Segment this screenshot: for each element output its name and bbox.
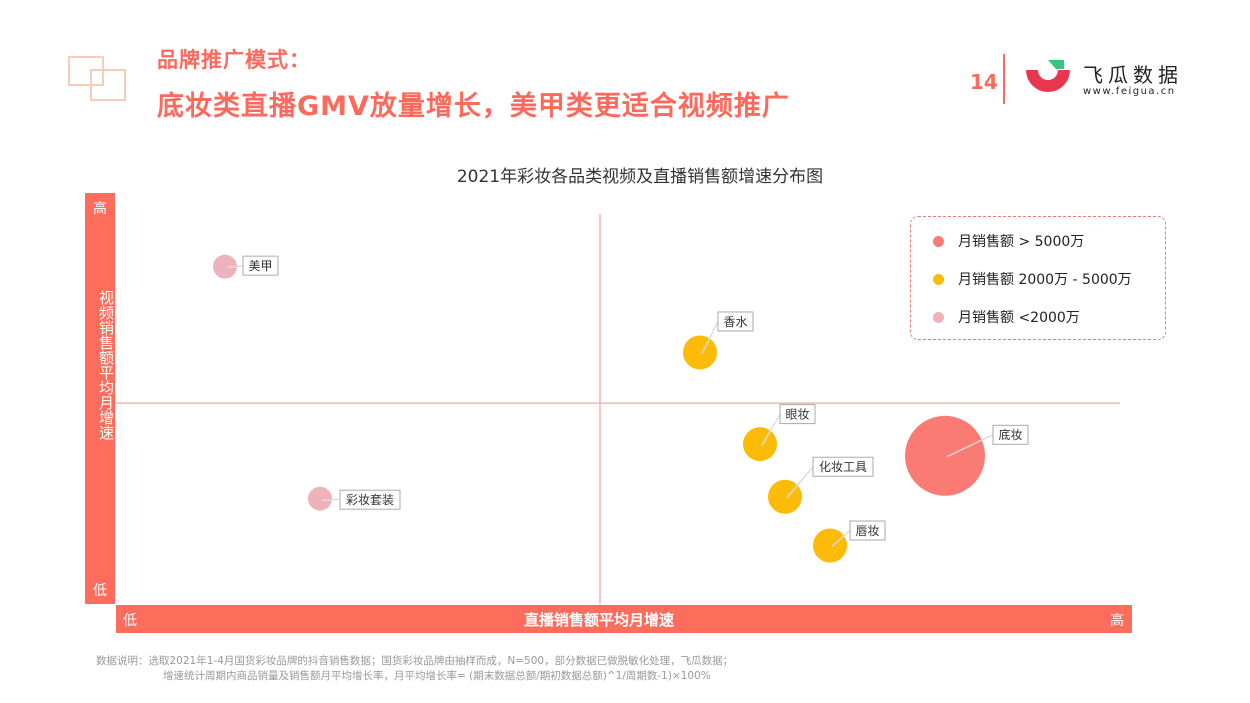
data-label-box [779, 404, 816, 425]
x-axis-title: 直播销售额平均月增速 [523, 611, 674, 629]
data-point-bubble [743, 427, 777, 462]
data-label-box [242, 255, 279, 276]
data-point-bubble [308, 486, 332, 511]
y-axis-low-label: 低 [93, 583, 107, 599]
legend-item-large: 月销售额 > 5000万 [933, 231, 1084, 251]
data-point-label: 唇妆 [855, 524, 879, 538]
data-label-box [992, 424, 1029, 445]
legend-swatch-small [933, 311, 944, 323]
legend-label-small: 月销售额 <2000万 [958, 310, 1080, 326]
data-point-label: 彩妆套装 [346, 493, 394, 507]
y-axis-bar [85, 193, 115, 604]
data-label-leader-shadow [226, 265, 244, 268]
x-axis-bar [116, 605, 1132, 633]
x-axis-low-label: 低 [123, 613, 137, 629]
page-number: 14 [970, 70, 998, 94]
data-label-leader-shadow [831, 530, 851, 547]
legend-label-large: 月销售额 > 5000万 [958, 234, 1085, 250]
data-point-label: 美甲 [248, 259, 272, 273]
footnote-line-1: 数据说明：选取2021年1-4月国货彩妆品牌的抖音销售数据；国货彩妆品牌由抽样而… [96, 655, 734, 667]
feigua-logo-icon [1026, 60, 1070, 92]
decorative-squares-icon [68, 56, 126, 101]
data-point-bubble [683, 335, 717, 370]
data-label-box [339, 489, 401, 510]
legend-item-medium: 月销售额 2000万 - 5000万 [933, 269, 1132, 289]
data-label-box [717, 311, 754, 332]
data-footnote: 数据说明：选取2021年1-4月国货彩妆品牌的抖音销售数据；国货彩妆品牌由抽样而… [96, 654, 733, 684]
brand-url: www.feigua.cn [1083, 86, 1176, 97]
data-label-leader-shadow [701, 321, 719, 354]
data-point-label: 眼妆 [785, 407, 809, 421]
chart-title: 2021年彩妆各品类视频及直播销售额增速分布图 [456, 167, 824, 187]
header-divider [1003, 54, 1005, 104]
legend-swatch-large [933, 235, 944, 247]
data-point-label: 化妆工具 [819, 460, 867, 474]
data-point-bubble [813, 528, 847, 563]
data-label-box [812, 456, 874, 477]
legend-swatch-medium [933, 273, 944, 285]
brand-name: 飞瓜数据 [1083, 63, 1183, 87]
data-label-leader-shadow [946, 434, 994, 458]
legend-label-medium: 月销售额 2000万 - 5000万 [958, 272, 1132, 288]
y-axis-high-label: 高 [93, 201, 107, 217]
data-label-leader-shadow [786, 466, 814, 498]
data-label-box [849, 520, 886, 541]
chart-legend: 月销售额 > 5000万 月销售额 2000万 - 5000万 月销售额 <20… [910, 216, 1166, 340]
x-axis-high-label: 高 [1110, 613, 1124, 629]
y-axis-title: 视频销售额平均月增速 [97, 290, 115, 440]
data-point-bubble [213, 254, 237, 279]
data-label-leader-shadow [761, 413, 781, 446]
footnote-line-2: 增速统计周期内商品销量及销售额月平均增长率，月平均增长率= (期末数据总额/期初… [163, 670, 711, 682]
legend-item-small: 月销售额 <2000万 [933, 307, 1080, 327]
section-subtitle: 品牌推广模式： [157, 48, 311, 72]
data-point-bubble [905, 415, 985, 496]
data-point-label: 底妆 [998, 427, 1022, 442]
data-point-bubble [768, 479, 802, 514]
data-point-label: 香水 [723, 315, 747, 329]
page-headline: 底妆类直播GMV放量增长，美甲类更适合视频推广 [157, 91, 790, 122]
